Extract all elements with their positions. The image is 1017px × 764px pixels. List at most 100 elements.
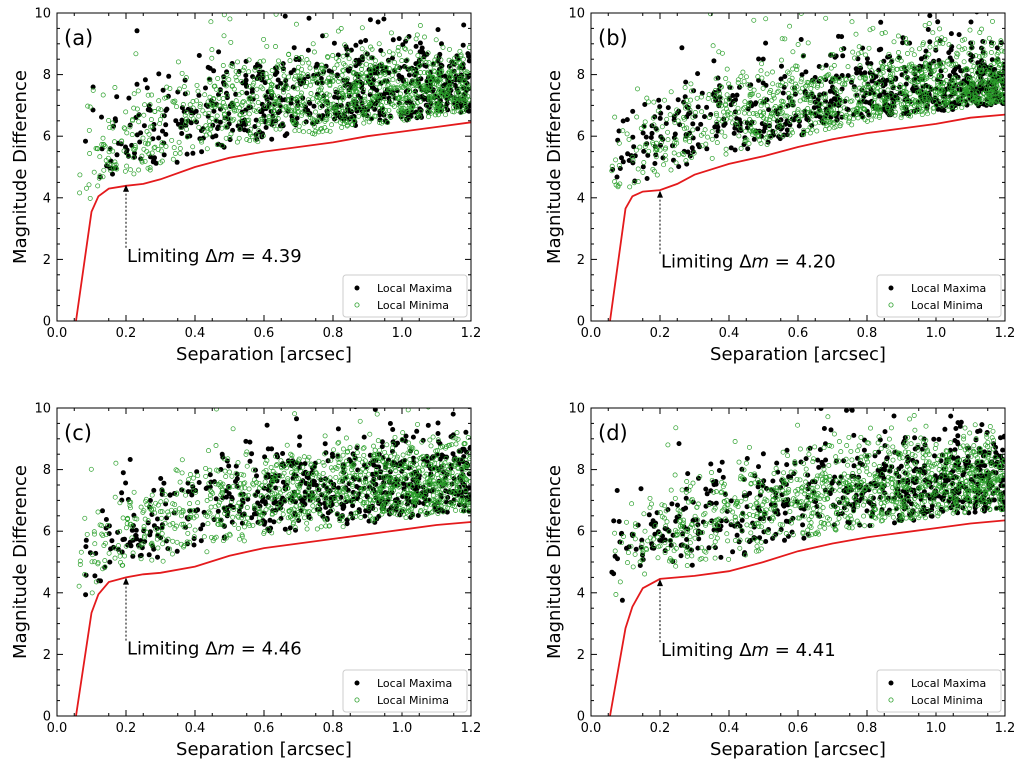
local-minima-point <box>152 109 158 114</box>
local-maxima-point <box>811 105 817 111</box>
local-maxima-point <box>294 98 300 104</box>
local-maxima-point <box>179 105 185 111</box>
local-maxima-point <box>103 517 109 522</box>
local-maxima-point <box>132 150 137 156</box>
local-minima-point <box>122 126 128 132</box>
local-minima-point <box>931 68 937 74</box>
local-minima-point <box>301 120 307 126</box>
scatter-group <box>609 13 1005 190</box>
local-minima-point <box>990 91 996 97</box>
local-minima-point <box>408 49 413 55</box>
local-minima-point <box>927 65 932 71</box>
local-minima-point <box>237 112 243 118</box>
local-minima-point <box>233 74 239 80</box>
local-minima-point <box>463 70 469 76</box>
local-maxima-point <box>444 100 450 106</box>
local-minima-point <box>159 143 165 148</box>
local-minima-point <box>442 397 446 401</box>
local-minima-point <box>144 502 150 508</box>
local-maxima-point <box>198 538 204 544</box>
local-minima-point <box>424 85 430 91</box>
local-maxima-point <box>302 461 308 467</box>
local-minima-point <box>197 104 203 110</box>
local-minima-point <box>848 99 854 105</box>
local-maxima-point <box>149 512 155 517</box>
local-maxima-point <box>173 118 179 124</box>
local-minima-point <box>832 86 838 92</box>
local-minima-point <box>872 94 878 100</box>
local-minima-point <box>881 95 887 101</box>
local-minima-point <box>896 97 902 103</box>
local-minima-point <box>813 100 819 106</box>
local-minima-point <box>653 140 659 146</box>
local-minima-point <box>100 92 106 98</box>
local-minima-point <box>694 95 700 101</box>
local-minima-point <box>663 157 669 163</box>
local-minima-point <box>142 140 148 146</box>
local-minima-point <box>112 159 118 165</box>
local-minima-point <box>223 82 228 88</box>
local-maxima-point <box>282 133 288 139</box>
local-maxima-point <box>975 60 981 66</box>
local-minima-point <box>413 69 419 75</box>
local-minima-point <box>423 486 428 492</box>
local-maxima-point <box>849 79 854 85</box>
local-minima-point <box>369 116 375 122</box>
local-minima-point <box>747 117 753 122</box>
local-minima-point <box>281 89 286 95</box>
local-minima-point <box>145 92 151 98</box>
local-minima-point <box>250 82 256 88</box>
local-minima-point <box>183 492 189 498</box>
local-minima-point <box>234 78 240 83</box>
local-minima-point <box>976 54 982 60</box>
local-maxima-point <box>103 525 109 531</box>
local-maxima-point <box>658 142 663 148</box>
local-minima-point <box>991 78 997 84</box>
local-minima-point <box>910 97 916 103</box>
local-minima-point <box>393 397 397 401</box>
local-minima-point <box>627 184 633 190</box>
local-minima-point <box>826 71 832 77</box>
local-minima-point <box>431 488 436 494</box>
local-minima-point <box>142 102 148 108</box>
local-minima-point <box>223 83 229 89</box>
local-maxima-point <box>260 518 266 524</box>
legend-maxima-marker <box>888 285 894 291</box>
local-minima-point <box>458 109 464 115</box>
local-minima-point <box>319 66 325 71</box>
local-minima-point <box>937 83 943 89</box>
local-minima-point <box>775 88 781 94</box>
local-minima-point <box>624 131 630 137</box>
legend-maxima-label: Local Maxima <box>911 282 986 295</box>
local-minima-point <box>810 113 816 119</box>
local-minima-point <box>890 104 895 110</box>
local-minima-point <box>285 104 291 110</box>
local-minima-point <box>747 85 753 91</box>
local-minima-point <box>251 477 257 483</box>
local-minima-point <box>110 120 115 126</box>
local-minima-point <box>974 65 980 71</box>
local-minima-point <box>458 457 464 463</box>
x-tick-label: 0.0 <box>47 326 68 341</box>
local-minima-point <box>91 169 97 175</box>
local-minima-point <box>989 43 995 48</box>
local-minima-point <box>227 116 233 122</box>
local-minima-point <box>320 460 326 466</box>
local-minima-point <box>425 487 431 493</box>
local-maxima-point <box>123 150 129 156</box>
local-maxima-point <box>205 103 211 109</box>
local-minima-point <box>195 88 201 94</box>
local-minima-point <box>421 56 427 62</box>
local-maxima-point <box>437 456 443 462</box>
local-minima-point <box>983 68 989 74</box>
legend-minima-marker <box>354 302 360 308</box>
local-minima-point <box>433 54 439 60</box>
local-maxima-point <box>364 494 370 500</box>
local-minima-point <box>391 92 397 98</box>
local-maxima-point <box>280 479 286 485</box>
local-minima-point <box>207 94 213 100</box>
local-maxima-point <box>114 94 120 100</box>
local-maxima-point <box>275 77 281 83</box>
local-minima-point <box>329 72 335 78</box>
local-minima-point <box>970 82 976 87</box>
